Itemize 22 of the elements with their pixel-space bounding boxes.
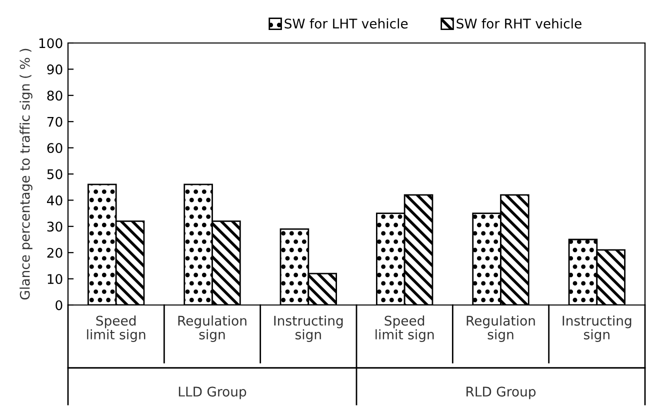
- y-tick-label: 100: [39, 38, 62, 48]
- y-tick-label: 80: [47, 90, 62, 101]
- y-tick-label: 90: [47, 64, 62, 74]
- y-tick-label: 30: [47, 222, 62, 232]
- legend-label: SW for RHT vehicle: [456, 18, 582, 29]
- y-tick-label: 60: [47, 143, 62, 153]
- x-tick-label: Speed limit sign: [376, 315, 434, 342]
- x-tick-label: Regulation sign: [466, 315, 535, 342]
- y-tick-label: 50: [47, 169, 62, 180]
- y-axis-title: Glance percentage to traffic sign ( % ): [20, 48, 32, 300]
- y-tick-label: 70: [47, 116, 62, 127]
- x-tick-label: Speed limit sign: [87, 315, 146, 342]
- text: LLD Group: [178, 386, 246, 400]
- x-tick-label: Instructing sign: [562, 315, 632, 342]
- x-tick-label: Regulation sign: [178, 315, 246, 342]
- y-tick-label: 10: [48, 274, 62, 284]
- text: RLD Group: [466, 386, 536, 400]
- y-tick-label: 20: [47, 248, 62, 258]
- legend-label: SW for LHT vehicle: [284, 18, 408, 29]
- y-tick-label: 0: [56, 300, 62, 310]
- y-tick-label: 40: [46, 195, 62, 206]
- x-tick-label: Instructing sign: [274, 315, 343, 342]
